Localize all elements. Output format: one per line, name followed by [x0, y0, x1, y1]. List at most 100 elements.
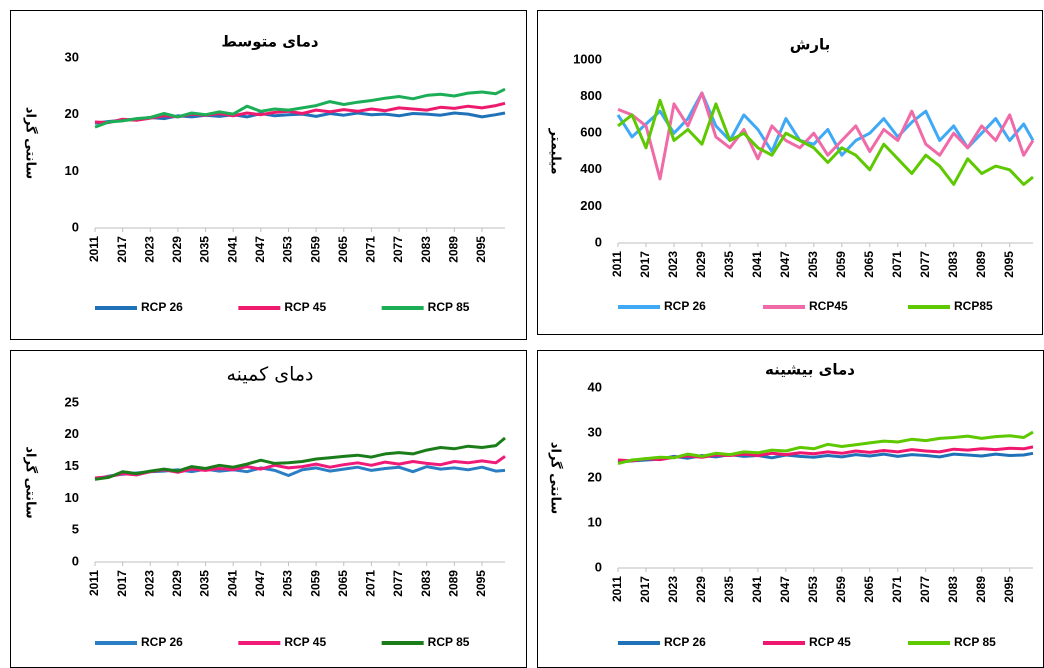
- legend-label: RCP 26: [664, 635, 706, 649]
- legend-label: RCP 85: [428, 300, 470, 314]
- x-tick-label: 2053: [281, 570, 295, 597]
- y-tick-label: 25: [65, 394, 79, 409]
- x-tick-label: 2083: [946, 251, 960, 278]
- legend-label: RCP 85: [428, 635, 470, 649]
- x-tick-label: 2011: [610, 576, 624, 602]
- series-line: [617, 451, 1034, 464]
- series-line: [617, 430, 1034, 466]
- x-tick-label: 2029: [694, 576, 708, 603]
- x-tick-label: 2077: [391, 236, 405, 263]
- legend-label: RCP85: [954, 299, 993, 313]
- y-tick-label: 0: [595, 559, 602, 574]
- x-tick-label: 2017: [115, 236, 129, 263]
- series-line: [94, 455, 506, 480]
- y-tick-label: 0: [72, 219, 79, 234]
- x-tick-label: 2059: [308, 236, 322, 263]
- x-tick-label: 2047: [778, 251, 792, 278]
- chart-title: دمای متوسط: [221, 33, 319, 51]
- chart-title: بارش: [790, 36, 831, 54]
- y-tick-label: 200: [580, 198, 602, 213]
- panel-border: [537, 350, 1044, 668]
- x-tick-label: 2017: [115, 570, 129, 597]
- legend-label: RCP45: [809, 299, 848, 313]
- x-tick-label: 2047: [253, 570, 267, 597]
- x-tick-label: 2041: [225, 570, 239, 597]
- x-tick-label: 2071: [890, 576, 904, 603]
- series-line: [94, 87, 506, 129]
- x-tick-label: 2029: [170, 236, 184, 263]
- y-axis-label: سانتی گراد: [23, 446, 39, 518]
- legend-label: RCP 45: [284, 300, 326, 314]
- x-tick-label: 2077: [918, 251, 932, 278]
- y-tick-label: 400: [580, 161, 602, 176]
- x-tick-label: 2095: [474, 236, 488, 263]
- y-tick-label: 40: [588, 379, 602, 394]
- x-tick-label: 2035: [722, 576, 736, 603]
- x-tick-label: 2059: [308, 570, 322, 597]
- series-line: [617, 91, 1035, 181]
- legend-label: RCP 45: [809, 635, 851, 649]
- y-tick-label: 30: [588, 424, 602, 439]
- legend-label: RCP 26: [141, 300, 183, 314]
- legend-label: RCP 85: [954, 635, 996, 649]
- y-axis-label: سانتی گراد: [548, 442, 564, 514]
- x-tick-label: 2047: [253, 236, 267, 263]
- x-tick-label: 2053: [806, 576, 820, 603]
- panel-border: [537, 10, 1043, 335]
- x-tick-label: 2089: [446, 570, 460, 597]
- x-tick-label: 2059: [834, 576, 848, 603]
- legend-label: RCP 45: [284, 635, 326, 649]
- x-tick-label: 2089: [974, 251, 988, 278]
- x-tick-label: 2071: [890, 251, 904, 278]
- x-tick-label: 2089: [974, 576, 988, 603]
- series-line: [94, 436, 506, 481]
- x-tick-label: 2047: [778, 576, 792, 603]
- y-tick-label: 15: [65, 458, 79, 473]
- x-tick-label: 2059: [834, 251, 848, 278]
- x-tick-label: 2083: [419, 570, 433, 597]
- x-tick-label: 2065: [336, 236, 350, 263]
- series-line: [94, 101, 506, 125]
- y-tick-label: 10: [65, 163, 79, 178]
- x-tick-label: 2041: [750, 251, 764, 278]
- x-tick-label: 2035: [722, 251, 736, 278]
- y-tick-label: 5: [72, 522, 79, 537]
- series-line: [617, 445, 1034, 463]
- chart-title: دمای کمینه: [226, 364, 313, 386]
- x-tick-label: 2065: [862, 576, 876, 603]
- y-tick-label: 0: [595, 234, 602, 249]
- x-tick-label: 2071: [364, 570, 378, 597]
- x-tick-label: 2035: [198, 570, 212, 597]
- series-line: [616, 91, 1035, 157]
- series-line: [94, 465, 506, 481]
- x-tick-label: 2095: [474, 570, 488, 597]
- y-tick-label: 1000: [573, 51, 602, 66]
- y-tick-label: 30: [65, 49, 79, 64]
- panel-border: [10, 10, 527, 340]
- x-tick-label: 2011: [610, 251, 624, 277]
- legend-label: RCP 26: [141, 635, 183, 649]
- x-tick-label: 2011: [87, 236, 101, 262]
- x-tick-label: 2041: [750, 576, 764, 603]
- y-axis-label: میلیمتر: [548, 127, 563, 174]
- x-tick-label: 2083: [946, 576, 960, 603]
- x-tick-label: 2095: [1002, 576, 1016, 603]
- y-tick-label: 0: [72, 553, 79, 568]
- x-tick-label: 2095: [1002, 251, 1016, 278]
- x-tick-label: 2089: [446, 236, 460, 263]
- x-tick-label: 2065: [336, 570, 350, 597]
- x-tick-label: 2083: [419, 236, 433, 263]
- x-tick-label: 2023: [142, 570, 156, 597]
- y-axis-label: سانتی گراد: [23, 107, 39, 179]
- y-tick-label: 10: [588, 514, 602, 529]
- panel-border: [10, 350, 527, 668]
- chart-title: دمای بیشینه: [765, 361, 855, 379]
- x-tick-label: 2053: [281, 236, 295, 263]
- x-tick-label: 2017: [638, 251, 652, 278]
- x-tick-label: 2029: [694, 251, 708, 278]
- x-tick-label: 2011: [87, 570, 101, 596]
- x-tick-label: 2023: [666, 576, 680, 603]
- x-tick-label: 2029: [170, 570, 184, 597]
- series-line: [617, 98, 1034, 186]
